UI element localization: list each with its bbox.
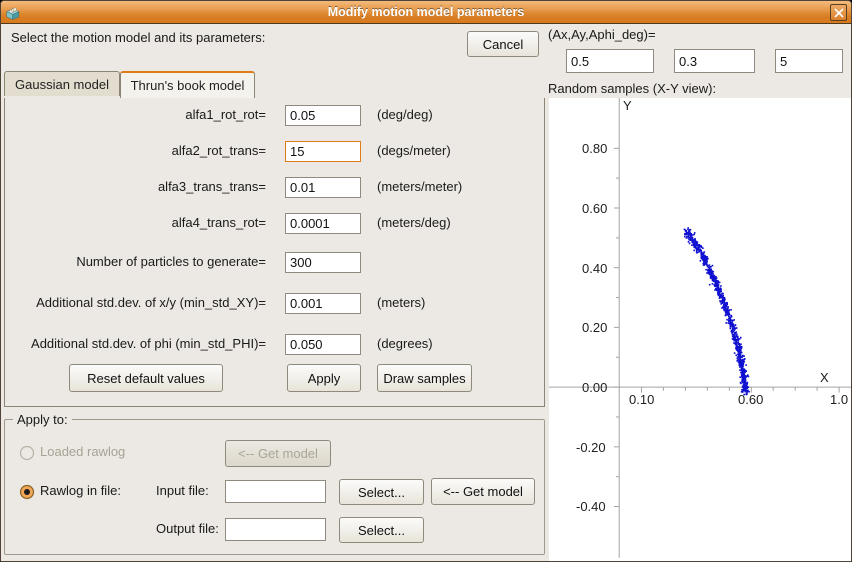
svg-text:Y: Y — [623, 98, 632, 113]
svg-text:0.20: 0.20 — [582, 320, 607, 335]
svg-text:0.00: 0.00 — [582, 380, 607, 395]
svg-text:0.40: 0.40 — [582, 261, 607, 276]
svg-text:0.80: 0.80 — [582, 141, 607, 156]
svg-text:-0.40: -0.40 — [576, 499, 606, 514]
svg-text:0.60: 0.60 — [582, 201, 607, 216]
svg-text:X: X — [820, 370, 829, 385]
svg-text:-0.20: -0.20 — [576, 440, 606, 455]
svg-text:1.0: 1.0 — [830, 392, 848, 407]
svg-text:0.60: 0.60 — [738, 392, 763, 407]
svg-text:0.10: 0.10 — [629, 392, 654, 407]
